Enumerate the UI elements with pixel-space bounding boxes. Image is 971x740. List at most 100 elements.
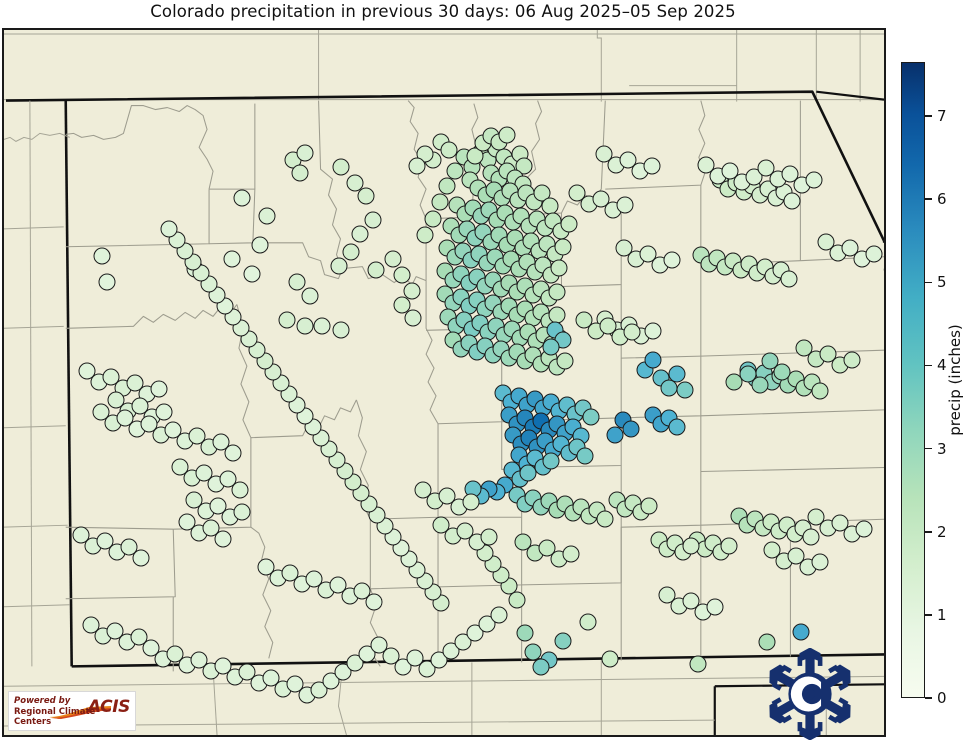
- precip-station-point: [548, 283, 566, 301]
- precip-station-point: [96, 532, 114, 550]
- precip-station-point: [668, 365, 686, 383]
- precip-station-point: [689, 655, 707, 673]
- colorbar-tick-label: 2: [937, 522, 947, 541]
- precip-station-point: [663, 251, 681, 269]
- precip-station-point: [342, 243, 360, 261]
- precip-station-point: [142, 639, 160, 657]
- precip-station-point: [332, 158, 350, 176]
- precip-station-point: [357, 187, 375, 205]
- precip-station-point: [233, 503, 251, 521]
- precip-station-point: [92, 403, 110, 421]
- colorbar-gradient: [901, 62, 925, 698]
- precip-station-point: [209, 497, 227, 515]
- precip-station-point: [202, 519, 220, 537]
- precip-station-point: [865, 245, 883, 263]
- precip-station-point: [575, 311, 593, 329]
- precip-station-point: [811, 382, 829, 400]
- precip-station-point: [456, 522, 474, 540]
- colorbar-tick-label: 6: [937, 190, 947, 209]
- acis-name-text: ACIS: [87, 697, 130, 717]
- acis-logo[interactable]: Powered by ACIS Regional Climate Centers: [8, 691, 136, 731]
- precip-station-point: [251, 236, 269, 254]
- precip-station-point: [281, 564, 299, 582]
- precip-station-point: [697, 156, 715, 174]
- precip-station-point: [424, 210, 442, 228]
- precip-station-point: [787, 547, 805, 565]
- precip-station-point: [498, 126, 516, 144]
- precip-station-point: [579, 613, 597, 631]
- colorbar-tick-label: 7: [937, 107, 947, 126]
- precip-station-point: [811, 553, 829, 571]
- precip-station-point: [519, 464, 537, 482]
- page-title: Colorado precipitation in previous 30 da…: [150, 2, 736, 21]
- precip-station-point: [725, 373, 743, 391]
- precip-station-point: [773, 363, 791, 381]
- colorbar-tick-mark: [925, 614, 932, 616]
- precip-station-point: [351, 225, 369, 243]
- precip-station-point: [720, 537, 738, 555]
- colorbar-tick-label: 3: [937, 439, 947, 458]
- precip-station-point: [817, 233, 835, 251]
- precip-station-point: [416, 226, 434, 244]
- acis-org-text: Regional Climate Centers: [14, 707, 96, 727]
- precip-station-point: [131, 397, 149, 415]
- precip-station-point: [238, 663, 256, 681]
- colorbar-tick-label: 1: [937, 605, 947, 624]
- precip-station-point: [393, 296, 411, 314]
- colorbar-tick-label: 4: [937, 356, 947, 375]
- precip-station-point: [721, 162, 739, 180]
- precip-station-point: [414, 481, 432, 499]
- precip-station-point: [219, 470, 237, 488]
- precip-station-point: [353, 582, 371, 600]
- precip-station-point: [164, 421, 182, 439]
- precip-station-point: [288, 273, 306, 291]
- precip-station-point: [516, 624, 534, 642]
- precip-station-point: [102, 368, 120, 386]
- precip-station-point: [508, 591, 526, 609]
- precip-station-point: [404, 309, 422, 327]
- precip-station-point: [188, 427, 206, 445]
- precip-station-point: [622, 420, 640, 438]
- precip-station-point: [783, 192, 801, 210]
- precip-station-point: [155, 403, 173, 421]
- precip-station-point: [596, 510, 614, 528]
- precip-station-point: [406, 649, 424, 667]
- colorado-climate-center-snowflake-icon: [764, 648, 856, 740]
- precip-station-point: [214, 657, 232, 675]
- precip-station-point: [313, 317, 331, 335]
- precip-station-point: [185, 491, 203, 509]
- precip-station-point: [116, 409, 134, 427]
- map-panel[interactable]: [2, 28, 886, 737]
- precip-station-point: [120, 538, 138, 556]
- precip-station-point: [480, 528, 498, 546]
- colorbar-tick-mark: [925, 281, 932, 284]
- precip-station-point: [568, 184, 586, 202]
- precip-station-point: [841, 239, 859, 257]
- precip-station-point: [214, 530, 232, 548]
- precip-station-point: [106, 622, 124, 640]
- precip-station-point: [682, 537, 700, 555]
- colorbar-tick-mark: [925, 364, 932, 367]
- precip-station-point: [393, 266, 411, 284]
- precip-station-point: [682, 592, 700, 610]
- precip-station-point: [554, 632, 572, 650]
- precip-station-point: [462, 493, 480, 511]
- precip-station-point: [107, 391, 125, 409]
- colorbar[interactable]: 0 1 2 3 4 5 6 7 precip (inches): [901, 62, 971, 707]
- precip-station-point: [619, 151, 637, 169]
- precip-station-point: [706, 598, 724, 616]
- colorbar-tick-mark: [925, 198, 932, 200]
- precip-station-point: [212, 433, 230, 451]
- precip-station-point: [160, 220, 178, 238]
- precip-station-point: [643, 157, 661, 175]
- precip-station-point: [171, 458, 189, 476]
- precip-station-point: [538, 539, 556, 557]
- precip-station-point: [592, 190, 610, 208]
- precip-station-point: [130, 628, 148, 646]
- precip-station-point: [780, 270, 798, 288]
- precip-station-point: [408, 157, 426, 175]
- precip-station-point: [562, 545, 580, 563]
- precip-station-point: [438, 177, 456, 195]
- precip-station-point: [639, 245, 657, 263]
- precip-station-point: [542, 452, 560, 470]
